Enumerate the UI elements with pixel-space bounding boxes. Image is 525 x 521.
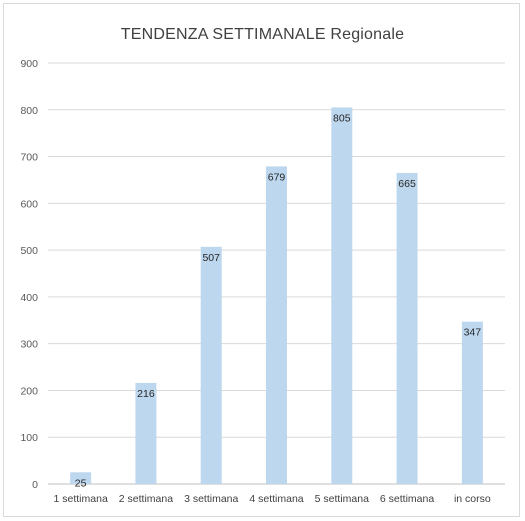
data-label: 216 — [137, 388, 155, 400]
data-label: 347 — [464, 327, 482, 339]
data-label: 25 — [75, 477, 87, 489]
bar — [266, 166, 287, 484]
bar — [396, 172, 418, 484]
y-tick-label: 700 — [20, 152, 38, 164]
x-category-label: 6 settimana — [380, 493, 434, 505]
bar — [70, 472, 92, 484]
x-axis-labels: 1 settimana 2 settimana 3 settimana 4 setti… — [54, 493, 491, 505]
x-category-label: 1 settimana — [54, 493, 108, 505]
x-category-label: 4 settimana — [249, 493, 303, 505]
bars — [70, 107, 483, 484]
y-tick-label: 300 — [20, 339, 38, 351]
x-category-label: 5 settimana — [315, 493, 369, 505]
bar — [461, 321, 483, 484]
y-tick-label: 900 — [20, 58, 38, 70]
y-tick-label: 400 — [20, 292, 38, 304]
data-label: 805 — [333, 112, 351, 124]
y-axis-ticks: 0 100 200 300 400 500 600 700 800 900 — [20, 58, 38, 491]
y-tick-label: 800 — [20, 105, 38, 117]
x-category-label: 2 settimana — [119, 493, 173, 505]
y-tick-label: 200 — [20, 385, 38, 397]
data-labels: 25 216 507 679 805 665 347 — [75, 112, 481, 489]
y-tick-label: 600 — [20, 198, 38, 210]
bar — [135, 382, 157, 484]
y-tick-label: 0 — [32, 479, 38, 491]
bar — [200, 246, 222, 484]
x-category-label: in corso — [454, 493, 491, 505]
chart-frame — [3, 3, 520, 517]
y-tick-label: 100 — [20, 432, 38, 444]
data-label: 507 — [202, 252, 220, 264]
y-tick-label: 500 — [20, 245, 38, 257]
x-category-label: 3 settimana — [184, 493, 238, 505]
data-label: 679 — [268, 171, 286, 183]
bar — [331, 107, 353, 484]
chart-title: TENDENZA SETTIMANALE Regionale — [120, 26, 405, 43]
data-label: 665 — [398, 178, 416, 190]
